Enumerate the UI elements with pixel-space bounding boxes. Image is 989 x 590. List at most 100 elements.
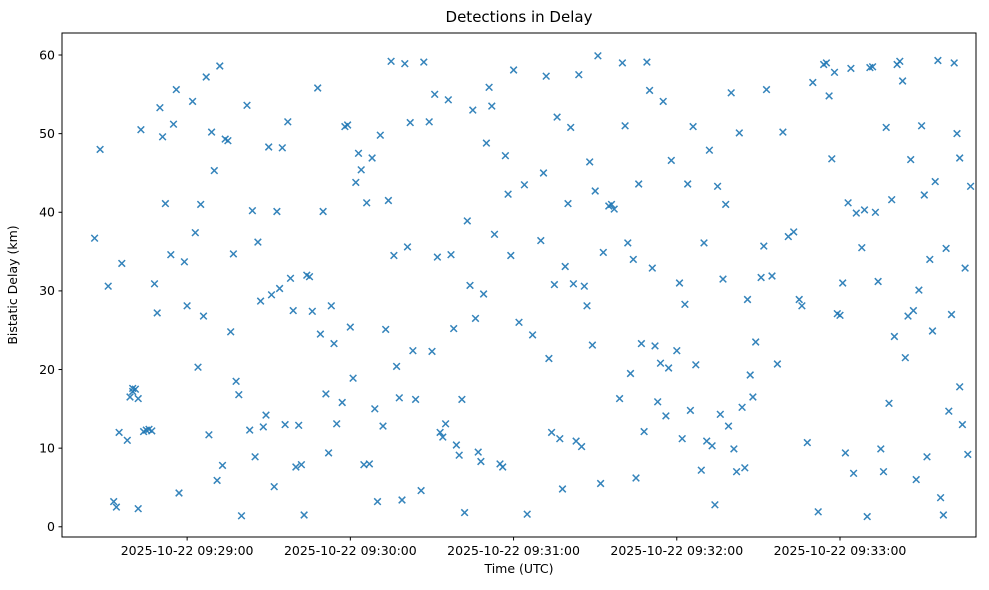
- data-point-marker: [506, 251, 515, 260]
- data-point-marker: [270, 482, 279, 491]
- data-point-marker: [523, 510, 532, 519]
- data-point-marker: [656, 359, 665, 368]
- data-point-marker: [947, 310, 956, 319]
- data-point-marker: [876, 445, 885, 453]
- x-tick-label: 2025-10-22 09:31:00: [447, 543, 580, 558]
- data-point-marker: [626, 369, 635, 378]
- data-point-marker: [387, 57, 395, 66]
- data-point-marker: [357, 165, 366, 174]
- data-point-marker: [349, 374, 357, 383]
- data-point-marker: [243, 101, 251, 110]
- data-point-marker: [594, 51, 602, 60]
- data-point-marker: [237, 511, 246, 520]
- data-point-marker: [591, 187, 600, 195]
- data-point-marker: [618, 59, 627, 67]
- data-point-marker: [923, 452, 931, 461]
- data-point-marker: [384, 196, 393, 205]
- data-point-marker: [161, 199, 170, 208]
- data-point-marker: [262, 411, 270, 419]
- data-point-marker: [373, 497, 382, 506]
- data-point-marker: [180, 257, 189, 266]
- data-point-marker: [191, 228, 200, 237]
- data-point-marker: [569, 279, 578, 288]
- data-point-marker: [158, 132, 167, 141]
- data-point-marker: [928, 327, 937, 335]
- data-point-marker: [381, 325, 390, 334]
- data-point-marker: [156, 103, 164, 112]
- data-point-marker: [857, 243, 866, 252]
- data-point-marker: [566, 123, 575, 132]
- data-point-marker: [436, 428, 444, 437]
- data-point-marker: [455, 451, 464, 460]
- data-point-marker: [672, 346, 681, 355]
- data-point-marker: [370, 404, 379, 413]
- data-point-marker: [300, 511, 308, 519]
- data-point-marker: [629, 255, 638, 264]
- data-point-marker: [137, 125, 145, 134]
- data-point-marker: [648, 264, 657, 272]
- data-point-marker: [830, 68, 839, 77]
- data-point-marker: [134, 504, 143, 513]
- x-tick-label: 2025-10-22 09:33:00: [774, 543, 907, 558]
- data-point-marker: [874, 277, 882, 286]
- data-point-marker: [955, 154, 964, 162]
- data-point-marker: [471, 314, 480, 323]
- data-point-marker: [433, 253, 442, 261]
- data-point-marker: [490, 230, 499, 239]
- data-point-marker: [708, 441, 716, 450]
- data-point-marker: [444, 95, 453, 104]
- data-point-marker: [934, 56, 942, 65]
- data-point-marker: [153, 309, 162, 317]
- data-point-marker: [838, 279, 847, 287]
- data-point-marker: [822, 59, 831, 67]
- data-point-marker: [735, 129, 744, 137]
- data-point-marker: [205, 430, 213, 439]
- data-point-marker: [953, 129, 961, 138]
- data-point-marker: [218, 461, 227, 470]
- data-point-marker: [479, 290, 488, 298]
- data-point-marker: [501, 151, 510, 160]
- data-point-marker: [724, 422, 733, 430]
- data-point-marker: [112, 503, 121, 511]
- data-point-marker: [123, 436, 132, 445]
- data-point-marker: [332, 419, 341, 428]
- data-point-marker: [539, 169, 548, 177]
- data-point-marker: [732, 467, 741, 476]
- data-point-marker: [596, 479, 605, 488]
- data-point-marker: [944, 407, 953, 416]
- data-point-marker: [841, 449, 850, 457]
- data-point-marker: [90, 234, 99, 243]
- data-point-marker: [251, 452, 259, 461]
- data-point-marker: [759, 242, 768, 250]
- data-point-marker: [346, 323, 355, 331]
- data-point-marker: [917, 121, 926, 130]
- data-point-marker: [757, 273, 765, 282]
- data-point-marker: [738, 403, 746, 412]
- data-point-marker: [213, 476, 221, 485]
- data-point-marker: [504, 190, 512, 199]
- data-point-marker: [468, 106, 477, 114]
- x-axis-label: Time (UTC): [483, 561, 553, 576]
- data-point-marker: [847, 64, 855, 73]
- data-point-marker: [827, 154, 836, 163]
- data-point-marker: [716, 410, 725, 419]
- data-point-marker: [281, 420, 289, 429]
- data-point-marker: [202, 73, 211, 81]
- data-point-marker: [425, 117, 434, 126]
- data-point-marker: [547, 428, 556, 437]
- y-tick-label: 60: [39, 47, 55, 62]
- data-point-marker: [131, 385, 140, 394]
- data-point-marker: [409, 346, 417, 355]
- data-point-marker: [417, 486, 425, 495]
- data-point-marker: [199, 312, 208, 320]
- data-point-marker: [691, 360, 700, 369]
- data-point-marker: [226, 327, 235, 336]
- data-point-marker: [175, 489, 183, 497]
- data-point-marker: [789, 228, 798, 236]
- y-tick-label: 40: [39, 205, 55, 220]
- data-point-marker: [395, 393, 404, 402]
- data-point-marker: [430, 90, 439, 99]
- data-point-marker: [713, 182, 722, 191]
- data-point-marker: [779, 128, 787, 136]
- data-point-marker: [169, 120, 178, 129]
